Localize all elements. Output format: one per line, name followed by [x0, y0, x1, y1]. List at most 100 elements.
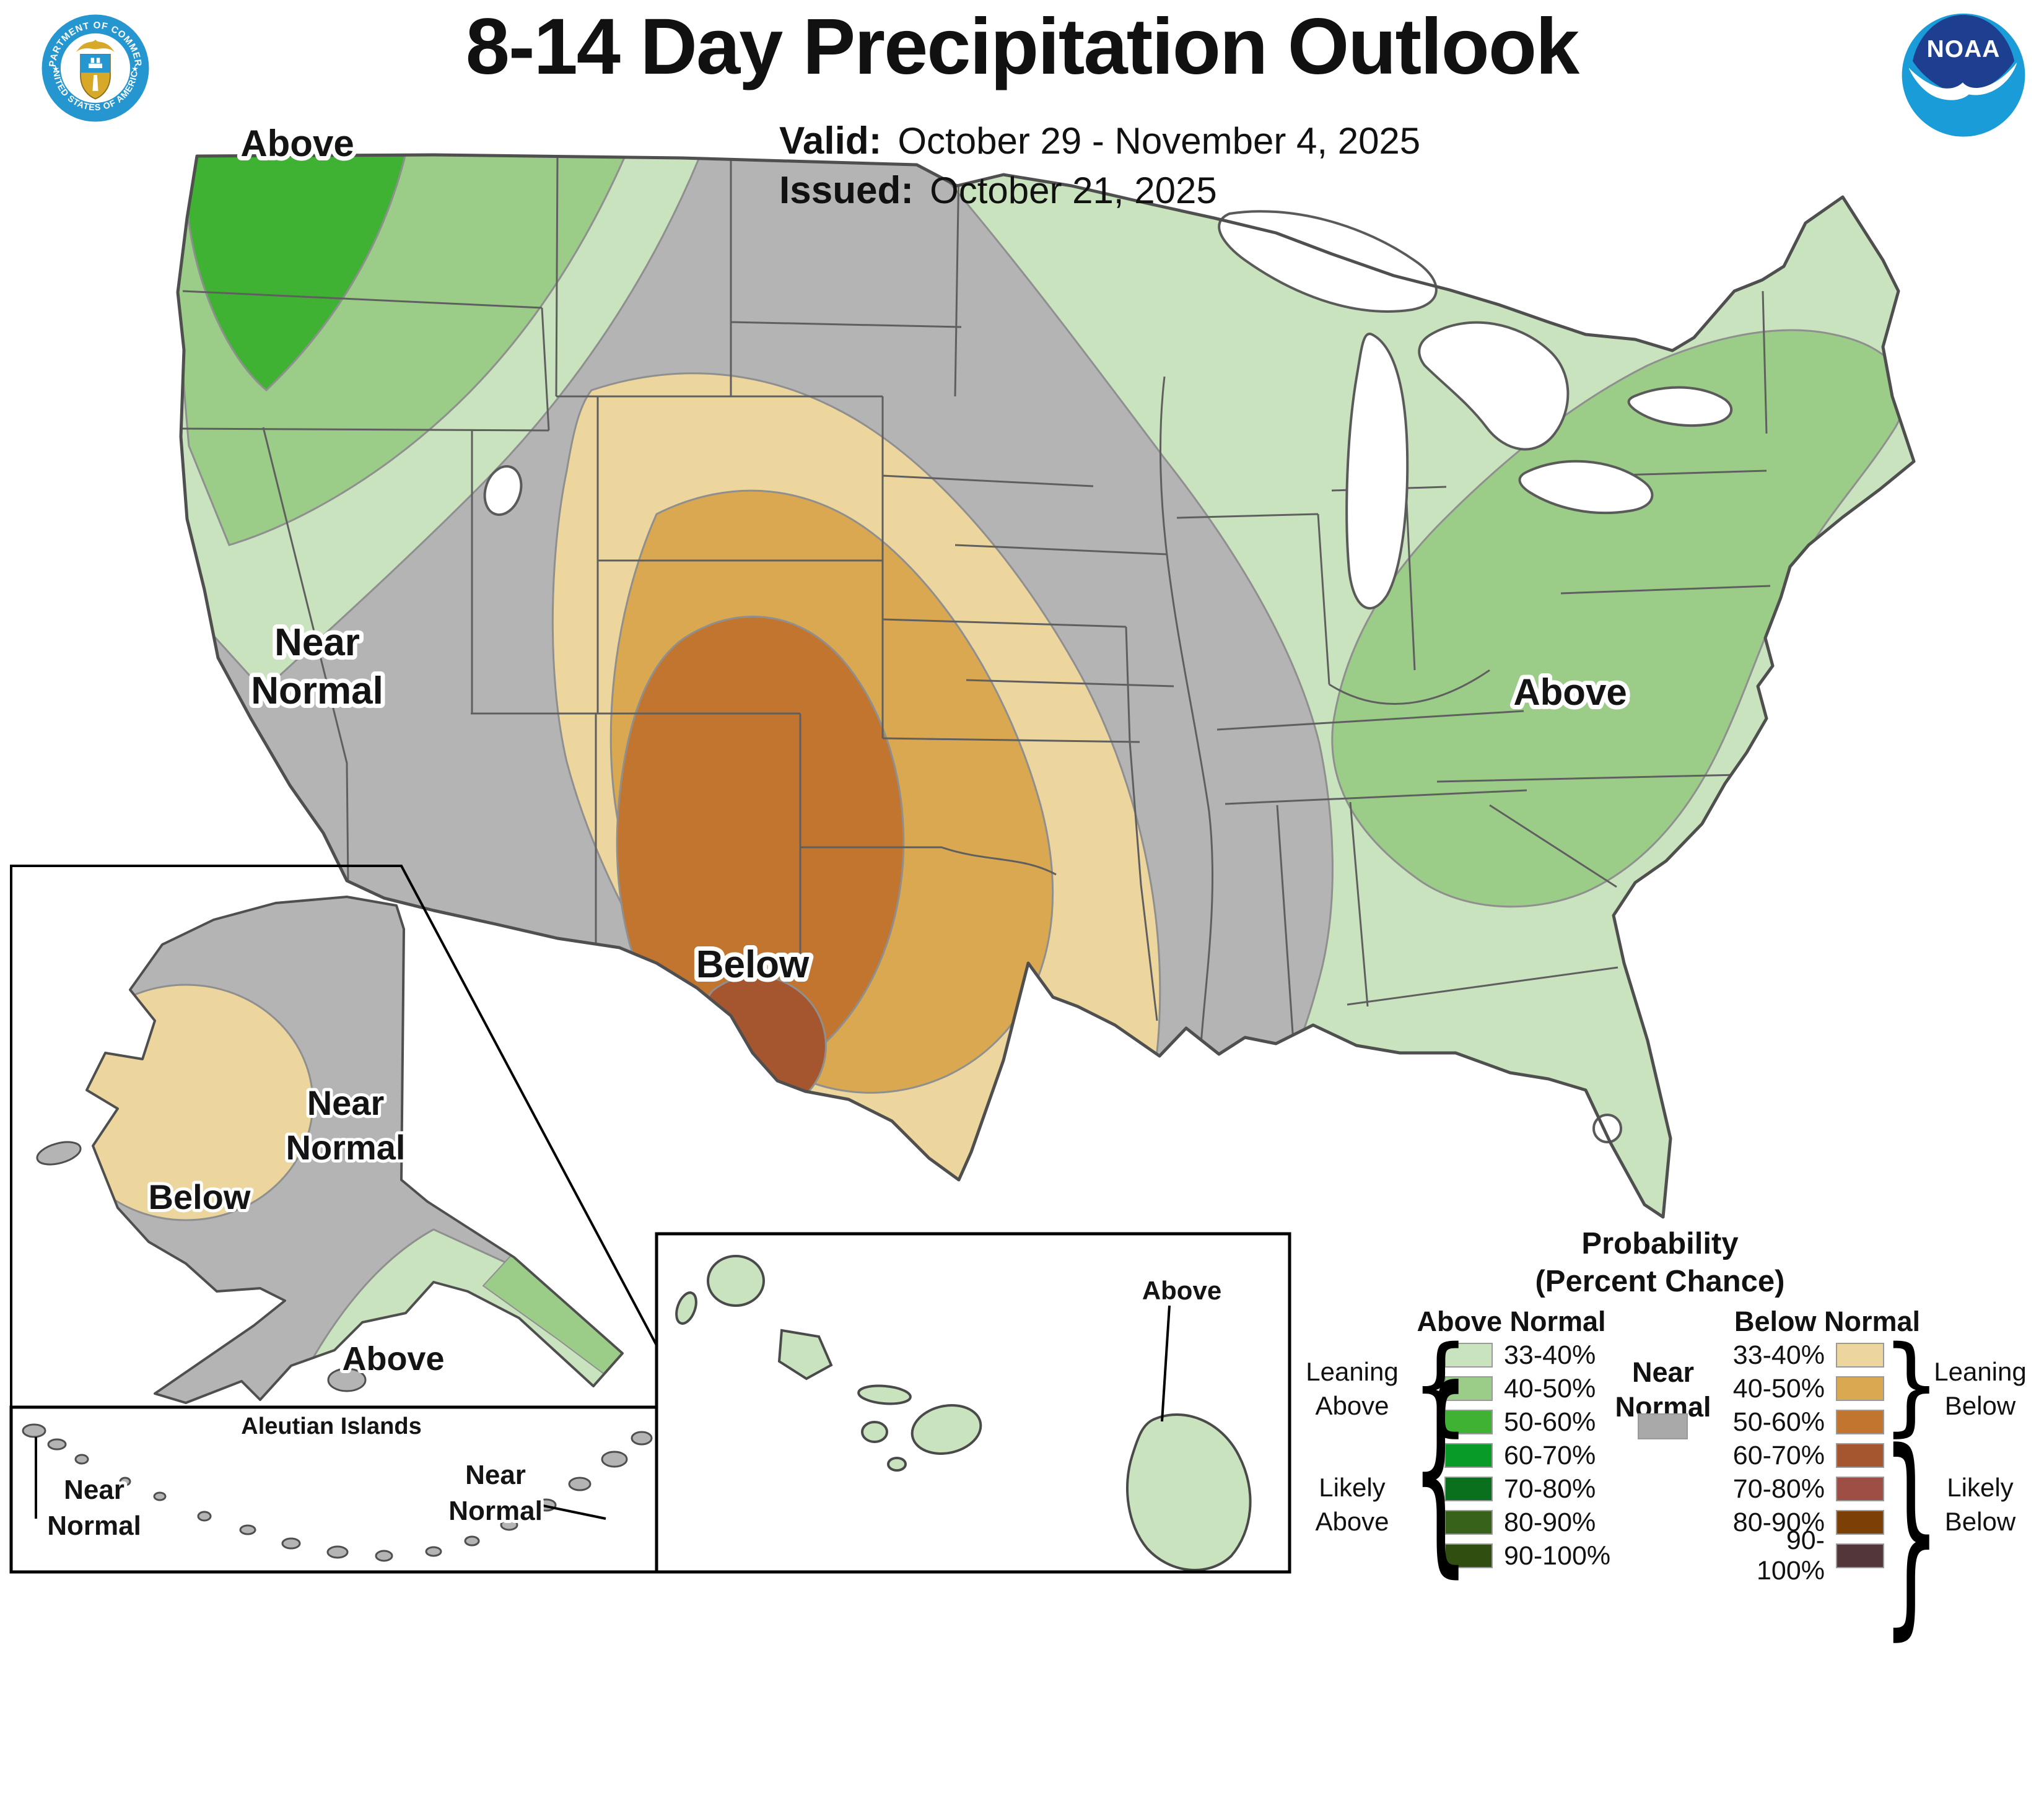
label-near-normal-west-line2: Normal	[251, 670, 383, 712]
legend-swatch-below-60-70	[1836, 1443, 1884, 1468]
valid-label: Valid:	[779, 120, 882, 162]
hawaii-leader-line	[1161, 1305, 1171, 1422]
legend-near-normal-label: Near Normal	[1615, 1356, 1711, 1423]
legend-range-label: 70-80%	[1732, 1473, 1825, 1504]
aleutian-island	[153, 1491, 167, 1501]
lake-superior	[1218, 210, 1438, 313]
legend-range-label: 33-40%	[1732, 1340, 1825, 1370]
island-maui	[911, 1404, 982, 1455]
doc-seal-lighthouse-icon	[92, 75, 98, 91]
noaa-seagull-icon	[1908, 62, 2017, 100]
legend-likely-above-label: Likely Above	[1315, 1473, 1389, 1536]
valid-date-line: Valid: October 29 - November 4, 2025	[779, 119, 1420, 163]
great-salt-lake	[483, 465, 523, 517]
alaska-inset-border	[10, 865, 658, 1407]
aleutian-island	[425, 1546, 442, 1557]
lake-michigan	[1345, 333, 1409, 610]
brace-likely-below-icon	[1882, 1424, 1941, 1643]
doc-seal-ship-sail	[90, 58, 95, 63]
lake-huron	[1418, 321, 1570, 451]
legend-swatch-below-50-60	[1836, 1410, 1884, 1434]
conus-outline	[176, 153, 1916, 1219]
alaska-region-above-panhandle	[482, 1254, 622, 1403]
issued-label: Issued:	[779, 169, 914, 212]
hawaii-inset	[675, 1255, 1252, 1571]
legend-range-label: 70-80%	[1504, 1473, 1596, 1504]
issued-value: October 21, 2025	[930, 170, 1217, 211]
legend-swatch-below-80-90	[1836, 1510, 1884, 1535]
legend-swatch-below-33-40	[1836, 1343, 1884, 1368]
label-alaska-near-normal-line2: Normal	[286, 1128, 406, 1167]
island-niihau	[675, 1291, 697, 1325]
st-lawrence-island	[36, 1141, 82, 1166]
legend-entry: 60-70%	[1721, 1440, 1884, 1470]
legend-swatch-below-90-100	[1836, 1543, 1884, 1568]
legend-title-line2: (Percent Chance)	[1535, 1265, 1785, 1299]
aleutian-inset	[22, 1423, 653, 1562]
legend-range-label: 60-70%	[1732, 1440, 1825, 1470]
legend-range-label: 80-90%	[1732, 1507, 1825, 1537]
legend-swatch-near-normal	[1638, 1413, 1688, 1439]
aleutian-island	[239, 1524, 256, 1535]
legend-below-column: 33-40% 40-50% 50-60% 60-70% 70-80% 80-90…	[1721, 1340, 1884, 1586]
legend-entry: 33-40%	[1721, 1340, 1884, 1370]
doc-seal-eagle-icon	[76, 40, 115, 53]
legend-swatch-below-70-80	[1836, 1477, 1884, 1501]
island-lanai	[861, 1421, 888, 1443]
aleutian-island	[464, 1535, 480, 1547]
label-above-northwest: Above	[240, 123, 354, 164]
brace-likely-above-icon	[1411, 1361, 1470, 1798]
legend-range-label: 40-50%	[1732, 1373, 1825, 1403]
kodiak-island	[327, 1368, 367, 1392]
hawaii-inset-border	[655, 1232, 1291, 1574]
legend-range-label: 33-40%	[1504, 1340, 1596, 1370]
label-aleutian-right-line2: Normal	[448, 1496, 543, 1526]
legend-entry: 40-50%	[1721, 1373, 1884, 1403]
island-kauai	[707, 1255, 765, 1307]
aleutian-island	[568, 1477, 592, 1491]
aleutian-island	[74, 1454, 89, 1465]
legend-leaning-above-label: Leaning Above	[1306, 1357, 1399, 1420]
aleutian-island	[631, 1431, 653, 1446]
region-above-40-50-east	[1331, 329, 1906, 908]
legend-leaning-below-label: Leaning Below	[1934, 1357, 2027, 1420]
doc-seal-ship-sail2	[96, 58, 100, 63]
legend-range-label: 60-70%	[1504, 1440, 1596, 1470]
legend-range-label: 50-60%	[1504, 1407, 1596, 1437]
legend-range-label: 50-60%	[1732, 1407, 1825, 1437]
label-aleutian-left-line1: Near	[64, 1475, 124, 1505]
legend: Probability (Percent Chance) Above Norma…	[1288, 1208, 2044, 1586]
aleutian-island	[375, 1550, 393, 1562]
noaa-dark-fan	[1912, 15, 2015, 96]
label-hawaii-above: Above	[1142, 1276, 1221, 1305]
page-title: 8-14 Day Precipitation Outlook	[465, 2, 1579, 91]
island-kahoolawe	[887, 1457, 907, 1472]
aleutian-island	[601, 1451, 628, 1468]
region-above-50-60-northwest	[178, 155, 407, 392]
island-molokai	[857, 1384, 912, 1405]
doc-seal-logo: DEPARTMENT OF COMMERCE UNITED STATES OF …	[35, 3, 151, 124]
aleutian-island	[119, 1477, 131, 1486]
label-aleutian-title: Aleutian Islands	[241, 1413, 421, 1439]
precipitation-outlook-map: Above Near Normal Below Above Near Norma…	[9, 3, 2025, 1574]
label-alaska-below: Below	[149, 1177, 251, 1216]
doc-seal-ship-icon	[88, 63, 103, 68]
legend-range-label: 80-90%	[1504, 1507, 1596, 1537]
aleutian-island	[22, 1423, 46, 1438]
alaska-outline	[85, 896, 624, 1404]
aleutian-island	[47, 1438, 67, 1451]
legend-likely-below-label: Likely Below	[1944, 1473, 2016, 1536]
legend-title: Probability (Percent Chance)	[1487, 1225, 1833, 1301]
island-oahu	[777, 1329, 833, 1381]
label-aleutian-right-line1: Near	[465, 1460, 526, 1490]
label-aleutian-left-line2: Normal	[47, 1511, 141, 1541]
legend-range-label: 90-100%	[1504, 1540, 1611, 1571]
legend-entry: 50-60%	[1721, 1407, 1884, 1437]
lake-erie	[1518, 460, 1654, 515]
valid-value: October 29 - November 4, 2025	[898, 120, 1421, 162]
issued-date-line: Issued: October 21, 2025	[779, 168, 1217, 212]
label-near-normal-west-line1: Near	[274, 621, 360, 664]
aleutian-island	[281, 1537, 301, 1550]
aleutian-island	[197, 1511, 212, 1522]
label-alaska-above: Above	[342, 1340, 444, 1377]
